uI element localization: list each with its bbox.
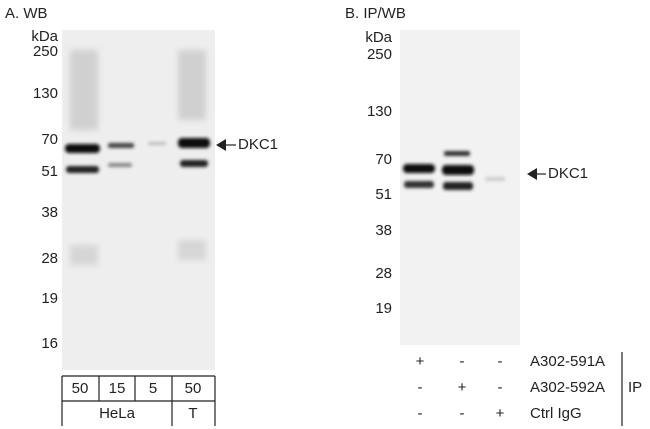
arrows: [216, 139, 546, 180]
lane-sign: -: [498, 353, 503, 370]
marker-label: 51: [375, 186, 392, 203]
target-label: DKC1: [238, 136, 278, 153]
lane-load: 5: [149, 380, 157, 397]
lane-sign: -: [418, 379, 423, 396]
lane-sign: +: [416, 353, 425, 370]
marker-label: 250: [367, 46, 392, 63]
marker-label: 38: [375, 222, 392, 239]
lane-table-a: [61, 375, 216, 426]
marker-label: 16: [41, 335, 58, 352]
marker-label: 70: [375, 151, 392, 168]
lane-load: 15: [109, 380, 126, 397]
row-label: Ctrl IgG: [530, 405, 582, 422]
bands-a: [65, 138, 210, 173]
ip-label: IP: [628, 379, 642, 396]
lane-load: 50: [185, 380, 202, 397]
bands-b: [403, 151, 505, 190]
group-label: T: [188, 405, 197, 422]
lane-sign: +: [458, 379, 467, 396]
marker-label: 28: [375, 265, 392, 282]
target-label: DKC1: [548, 165, 588, 182]
smear-a: [70, 50, 206, 265]
marker-label: 19: [41, 290, 58, 307]
marker-label: 250: [33, 43, 58, 60]
unit-label: kDa: [31, 28, 58, 45]
marker-label: 70: [41, 131, 58, 148]
lane-sign: +: [496, 405, 505, 422]
marker-label: 28: [41, 250, 58, 267]
row-label: A302-592A: [530, 379, 605, 396]
marker-label: 38: [41, 204, 58, 221]
lane-sign: -: [418, 405, 423, 422]
marker-label: 19: [375, 300, 392, 317]
group-label: HeLa: [99, 405, 136, 422]
panel-title: A. WB: [5, 5, 48, 22]
row-label: A302-591A: [530, 353, 605, 370]
lane-sign: -: [460, 353, 465, 370]
lane-sign: -: [460, 405, 465, 422]
lane-sign: -: [498, 379, 503, 396]
unit-label: kDa: [365, 29, 392, 46]
panel-title: B. IP/WB: [345, 5, 406, 22]
marker-label: 130: [33, 85, 58, 102]
marker-label: 130: [367, 103, 392, 120]
marker-label: 51: [41, 163, 58, 180]
lane-load: 50: [72, 380, 89, 397]
